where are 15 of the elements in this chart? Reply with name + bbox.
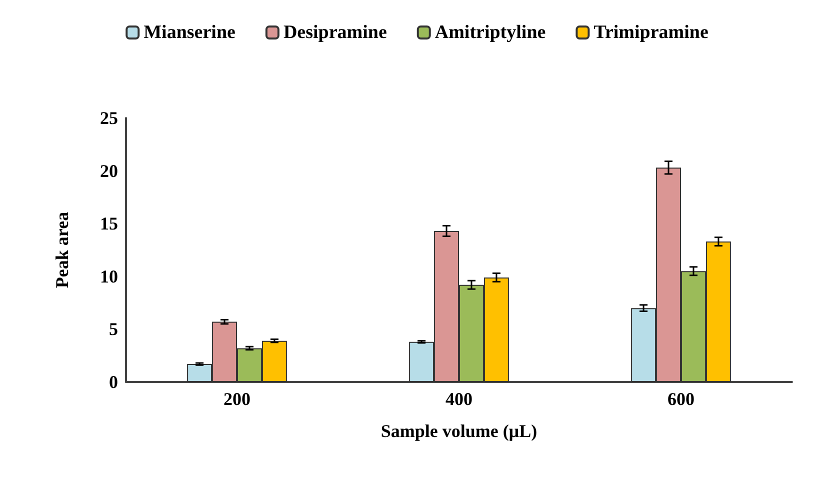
legend-label: Mianserine bbox=[144, 22, 236, 43]
x-axis-title: Sample volume (µL) bbox=[380, 421, 538, 441]
legend-label: Trimipramine bbox=[594, 22, 708, 43]
y-tick-label: 10 bbox=[100, 266, 118, 286]
legend-label: Desipramine bbox=[283, 22, 387, 43]
x-tick-label: 200 bbox=[224, 389, 250, 409]
y-axis-title: Peak area bbox=[52, 212, 72, 288]
y-tick-label: 15 bbox=[100, 214, 118, 234]
legend-label: Amitriptyline bbox=[434, 22, 546, 43]
y-tick-label: 25 bbox=[100, 108, 118, 128]
y-tick-label: 20 bbox=[100, 160, 118, 181]
y-tick-label: 5 bbox=[109, 319, 118, 340]
x-tick-label: 400 bbox=[446, 389, 472, 409]
y-tick-label: 0 bbox=[109, 372, 118, 392]
x-tick-label: 600 bbox=[668, 389, 694, 409]
